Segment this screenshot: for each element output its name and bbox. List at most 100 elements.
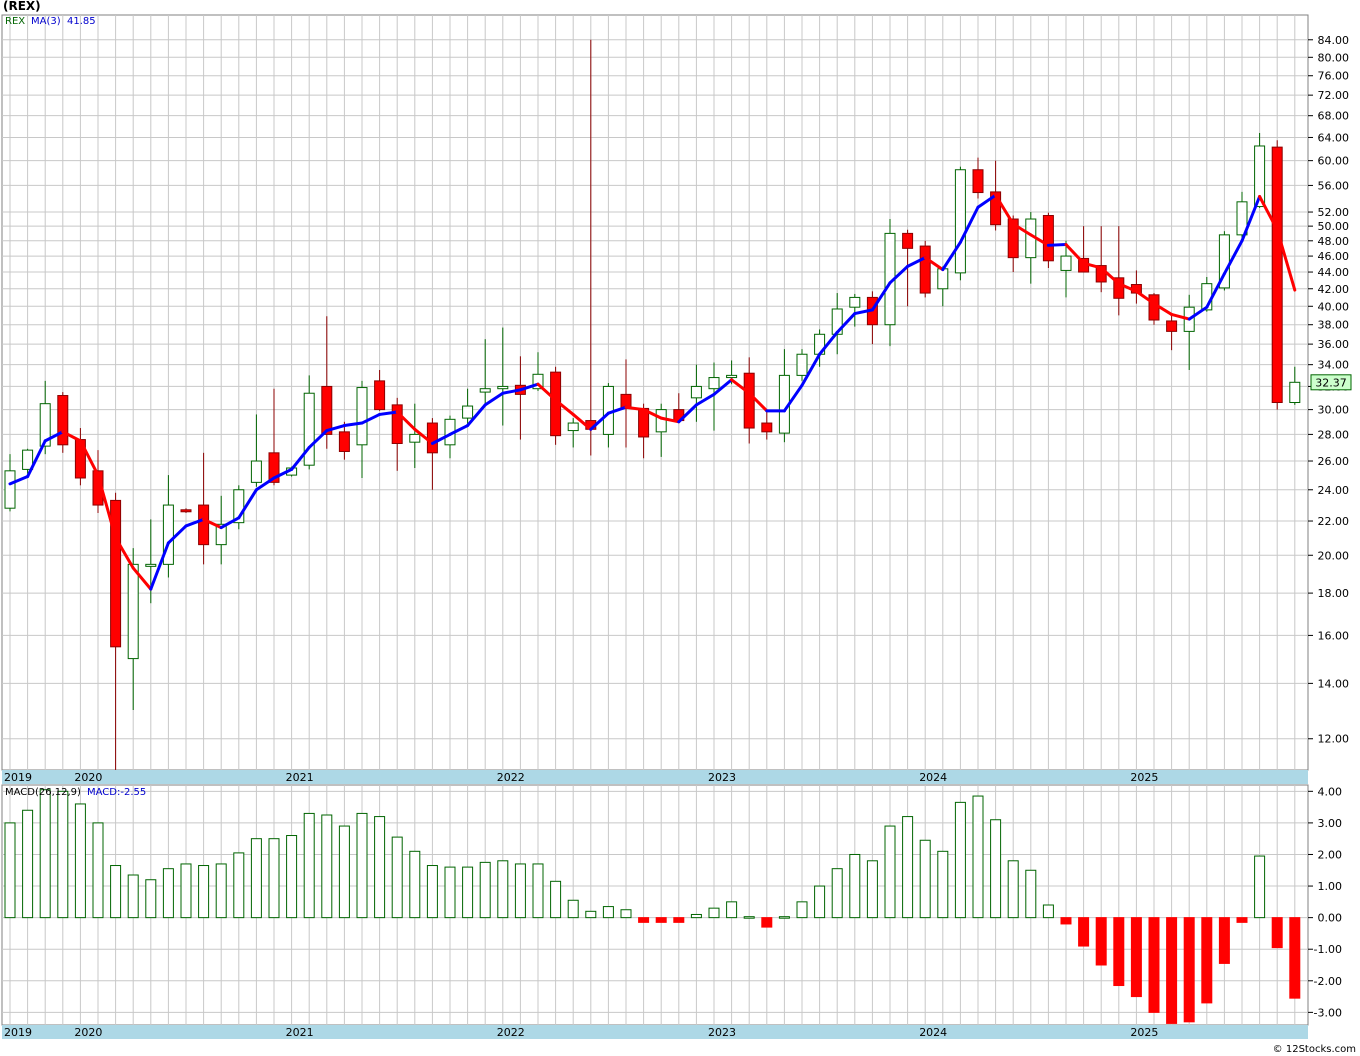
ma-segment [290, 445, 311, 471]
macd-bar-negative [761, 917, 773, 928]
ma-segment [923, 256, 945, 272]
candle-body-up [796, 353, 808, 376]
candle-body-up [4, 470, 16, 509]
candle-body-up [497, 385, 509, 390]
price-tick-label: 60.00 [1318, 155, 1350, 168]
candle-body-down [1271, 146, 1283, 404]
macd-y-axis: 4.00 3.00 2.00 1.00 0.00 -1.00 -2.00 -3.00 [1308, 785, 1342, 1019]
macd-bar-positive [1007, 860, 1019, 919]
candle [1060, 240, 1072, 298]
candle [250, 414, 262, 487]
ma-segment [571, 412, 593, 431]
macd-bar-positive [409, 850, 421, 919]
candle [849, 293, 861, 327]
candle-body-up [22, 449, 34, 470]
year-label: 2020 [74, 1026, 102, 1039]
price-tick-label: 16.00 [1318, 629, 1350, 642]
candle-body-down [268, 452, 280, 483]
ma-segment [202, 517, 223, 530]
footer-credit: © 12Stocks.com [1272, 1044, 1356, 1055]
macd-bar-positive [162, 868, 174, 919]
macd-bar-positive [954, 801, 966, 919]
ma-segment [78, 439, 100, 477]
price-tick-label: 12.00 [1318, 733, 1350, 746]
macd-bar-positive [338, 825, 350, 919]
candle [127, 548, 139, 710]
price-tick-label: 36.00 [1318, 338, 1350, 351]
ma-segment [342, 421, 364, 428]
price-tick-label: 52.00 [1318, 206, 1350, 219]
candle-body-down [198, 504, 210, 546]
candle [391, 397, 403, 471]
candle-body-up [726, 374, 738, 379]
macd-bar-negative [1218, 917, 1230, 964]
candle-body-up [462, 405, 474, 419]
price-tick-label: 50.00 [1318, 220, 1350, 233]
last-price-box [1310, 374, 1352, 391]
candle [198, 452, 210, 565]
macd-bar-positive [374, 816, 386, 919]
macd-bar-negative [638, 917, 650, 923]
macd-bar-positive [356, 812, 368, 919]
macd-bar-negative [1166, 917, 1178, 1024]
year-label: 2025 [1130, 1026, 1158, 1039]
ma-segment [536, 382, 558, 402]
macd-bar-positive [831, 868, 843, 919]
candle [1289, 366, 1301, 405]
candle-body-up [1060, 255, 1072, 271]
candle-body-up [1289, 381, 1301, 404]
candle-body-up [127, 563, 139, 660]
macd-tick-label: 0.00 [1318, 912, 1343, 925]
ma-segment [1082, 261, 1103, 270]
candle-body-up [567, 422, 579, 432]
macd-bar-positive [268, 838, 280, 919]
year-label: 2022 [497, 1026, 525, 1039]
macd-bars [4, 789, 1301, 1024]
macd-bar-positive [74, 803, 86, 919]
macd-bar-negative [1236, 917, 1248, 923]
macd-bar-positive [743, 916, 755, 919]
time-axis-top: 2019 2020 2021 2022 2023 2024 2025 [2, 770, 1308, 784]
ma-segment [853, 308, 874, 316]
candle [567, 418, 579, 448]
ma-segment [870, 281, 892, 312]
candle [57, 392, 69, 453]
macd-bar-positive [1025, 869, 1037, 919]
macd-bar-negative [1078, 917, 1090, 947]
candle [233, 485, 245, 530]
price-panel-frame [1, 14, 1309, 771]
legend-ma-value: 41.85 [67, 16, 96, 27]
legend-macd-params: MACD(26,12,9) [5, 787, 81, 798]
macd-bar-positive [919, 839, 931, 919]
macd-bar-positive [426, 865, 438, 919]
ma-segment [61, 430, 82, 443]
ma-segment [1134, 289, 1156, 306]
macd-legend: MACD(26,12,9) MACD:-2.55 [5, 787, 146, 798]
ma-segment [1117, 282, 1138, 293]
price-tick-label: 28.00 [1318, 428, 1350, 441]
candle [972, 157, 984, 199]
candle-body-up [162, 504, 174, 565]
candle-body-up [145, 563, 157, 567]
candle-body-up [250, 460, 262, 483]
ma-segment [395, 410, 417, 431]
candle [497, 327, 509, 426]
candle-body-up [215, 523, 227, 546]
year-label: 2021 [286, 1026, 314, 1039]
macd-bar-positive [497, 860, 509, 919]
ma-segment [1099, 266, 1121, 286]
candle-body-down [743, 372, 755, 429]
macd-bar-positive [180, 863, 192, 919]
macd-bar-positive [127, 874, 139, 919]
macd-bar-positive [726, 901, 738, 919]
ma-segment [624, 405, 646, 412]
year-label: 2021 [286, 771, 314, 784]
ma-segment [677, 403, 698, 424]
macd-tick-label: -3.00 [1314, 1006, 1342, 1019]
ma-segment [96, 473, 118, 540]
year-label: 2024 [919, 771, 947, 784]
macd-bar-positive [602, 906, 614, 919]
candle [1042, 212, 1054, 268]
macd-bar-positive [321, 814, 333, 919]
macd-bar-positive [286, 835, 298, 919]
